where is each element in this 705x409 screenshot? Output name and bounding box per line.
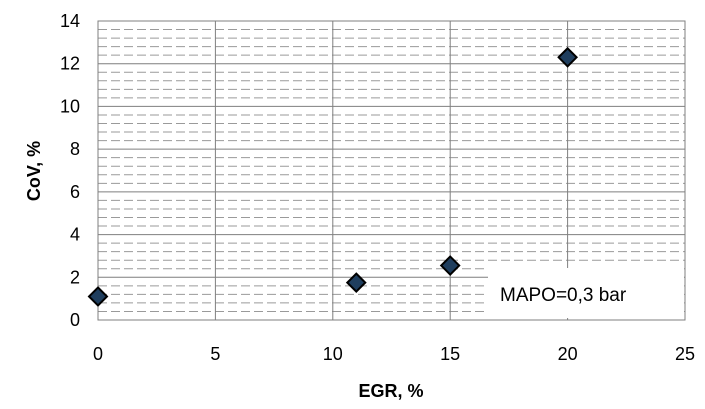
x-tick-label: 10 <box>323 344 343 364</box>
y-tick-label: 2 <box>70 267 80 287</box>
data-point <box>439 255 461 276</box>
y-axis-title: CoV, % <box>24 141 44 201</box>
annotation-text: MAPO=0,3 bar <box>500 285 627 306</box>
y-tick-label: 6 <box>70 182 80 202</box>
annotation-box <box>488 268 684 318</box>
x-tick-label: 20 <box>558 344 578 364</box>
axes <box>97 20 686 321</box>
tick-labels: 0 2 4 6 8 10 12 14 0 5 10 15 20 25 <box>60 11 695 364</box>
data-point <box>345 272 367 294</box>
data-point <box>87 286 109 307</box>
plot-frame <box>97 20 686 321</box>
y-tick-label: 14 <box>60 11 80 31</box>
y-tick-label: 10 <box>60 96 80 116</box>
data-points <box>87 46 579 307</box>
grid <box>97 20 686 321</box>
x-axis-title: EGR, % <box>358 381 423 401</box>
x-tick-label: 0 <box>93 344 103 364</box>
x-tick-label: 15 <box>440 344 460 364</box>
data-point <box>557 46 579 68</box>
y-tick-label: 12 <box>60 54 80 74</box>
y-tick-label: 8 <box>70 139 80 159</box>
y-tick-label: 0 <box>70 310 80 330</box>
y-tick-label: 4 <box>70 225 80 245</box>
x-tick-label: 25 <box>675 344 695 364</box>
x-tick-label: 5 <box>210 344 220 364</box>
annotation: MAPO=0,3 bar <box>488 268 684 318</box>
